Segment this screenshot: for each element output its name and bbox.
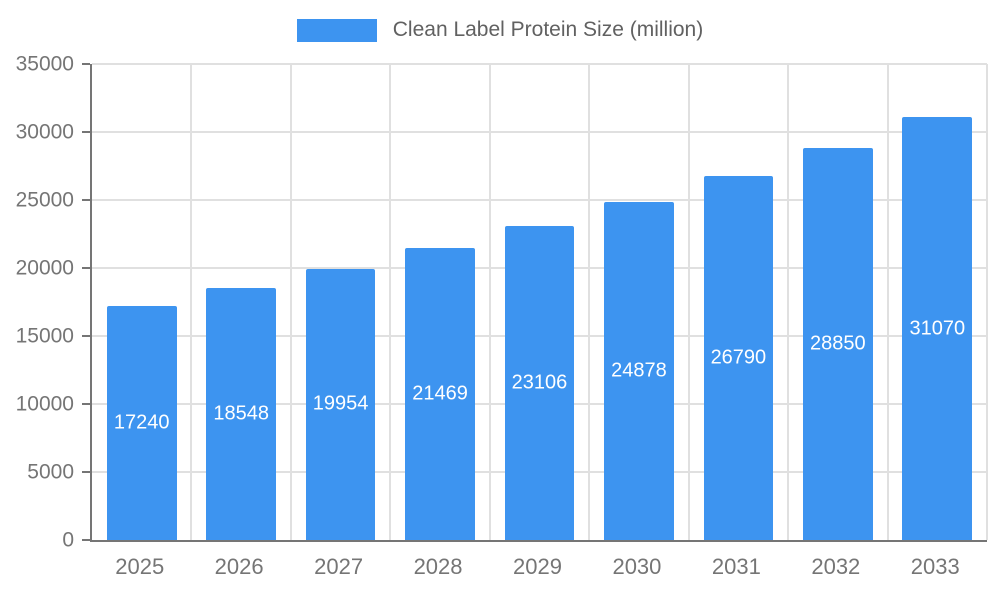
x-tick-label: 2028 bbox=[413, 554, 463, 579]
y-tick-label: 15000 bbox=[15, 324, 74, 348]
bar: 21469 bbox=[405, 248, 475, 540]
y-tick-label: 10000 bbox=[15, 392, 74, 416]
v-gridline bbox=[190, 64, 193, 540]
bar-value-label: 19954 bbox=[312, 392, 369, 415]
bar-value-label: 21469 bbox=[412, 382, 468, 405]
legend-label: Clean Label Protein Size (million) bbox=[392, 18, 704, 41]
y-axis-tick bbox=[82, 267, 90, 269]
bar: 28850 bbox=[803, 147, 873, 540]
bar: 26790 bbox=[703, 175, 774, 540]
x-tick-label: 2025 bbox=[115, 554, 165, 579]
bar-value-label: 17240 bbox=[113, 411, 170, 434]
plot-area: 17240 18548 19954 21469 23106 24878 26790 28850… bbox=[82, 63, 988, 542]
bar: 23106 bbox=[504, 225, 575, 540]
y-tick-label: 35000 bbox=[15, 52, 74, 76]
legend: Clean Label Protein Size (million) bbox=[0, 18, 1000, 42]
y-tick-label: 0 bbox=[62, 528, 74, 552]
bar: 31070 bbox=[902, 117, 973, 540]
bar: 24878 bbox=[604, 201, 674, 540]
v-gridline bbox=[787, 64, 790, 540]
x-tick-label: 2026 bbox=[214, 554, 264, 579]
x-axis-labels: 2025 2026 2027 2028 2029 2030 2031 2032 2033 bbox=[90, 556, 985, 586]
h-gridline bbox=[92, 63, 987, 65]
y-axis-tick bbox=[82, 539, 90, 541]
bar: 19954 bbox=[305, 268, 376, 540]
y-tick-label: 20000 bbox=[15, 256, 74, 280]
y-axis-labels: 0 5000 10000 15000 20000 25000 30000 35000 bbox=[0, 54, 78, 551]
y-axis-tick bbox=[82, 199, 90, 201]
y-axis-tick bbox=[82, 471, 90, 473]
y-axis-tick bbox=[82, 335, 90, 337]
y-axis-tick bbox=[82, 403, 90, 405]
v-gridline bbox=[488, 64, 491, 540]
v-gridline bbox=[687, 64, 690, 540]
bar-value-label: 28850 bbox=[810, 332, 866, 355]
bar-value-label: 26790 bbox=[710, 346, 767, 369]
bar-value-label: 24878 bbox=[611, 359, 667, 382]
x-tick-label: 2031 bbox=[711, 554, 761, 579]
y-axis-tick bbox=[82, 131, 90, 133]
x-tick-label: 2030 bbox=[612, 554, 662, 579]
v-gridline bbox=[289, 64, 292, 540]
bar-value-label: 23106 bbox=[511, 371, 568, 394]
y-tick-label: 25000 bbox=[15, 188, 74, 212]
v-gridline bbox=[986, 64, 988, 540]
x-tick-label: 2029 bbox=[513, 554, 562, 579]
h-gridline bbox=[92, 131, 987, 133]
bar-value-label: 31070 bbox=[909, 317, 966, 340]
bar: 17240 bbox=[106, 305, 177, 540]
y-tick-label: 30000 bbox=[15, 120, 74, 144]
y-axis-tick bbox=[82, 63, 90, 65]
y-tick-label: 5000 bbox=[27, 460, 74, 484]
v-gridline bbox=[886, 64, 889, 540]
h-gridline bbox=[92, 199, 987, 201]
bar-value-label: 18548 bbox=[213, 402, 269, 425]
x-tick-label: 2032 bbox=[811, 554, 861, 579]
x-tick-label: 2027 bbox=[314, 554, 364, 579]
v-gridline bbox=[588, 64, 591, 540]
x-tick-label: 2033 bbox=[910, 554, 960, 579]
v-gridline bbox=[389, 64, 392, 540]
legend-swatch bbox=[296, 18, 377, 42]
bar: 18548 bbox=[206, 287, 276, 540]
